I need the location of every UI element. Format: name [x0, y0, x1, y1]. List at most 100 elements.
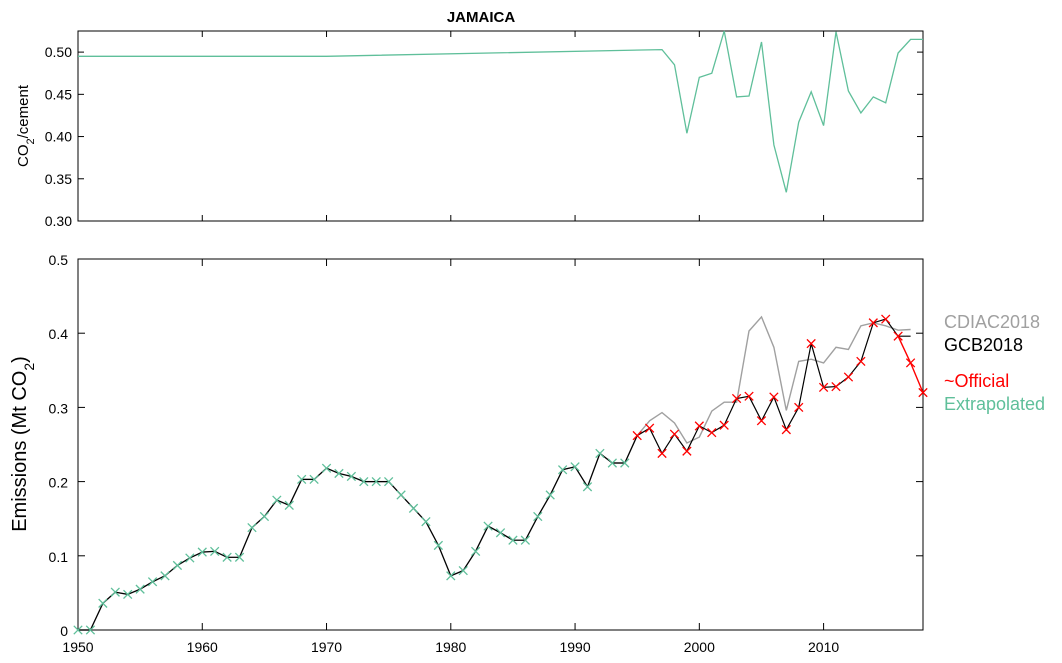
extrapolated-marker [297, 474, 307, 485]
official-marker [831, 381, 841, 392]
legend-entry: ~Official [944, 371, 1009, 391]
official-marker [856, 356, 866, 367]
series-official-line [897, 335, 924, 393]
extrapolated-marker [470, 546, 481, 557]
bottom-x-tick-label: 2000 [684, 639, 715, 655]
top-y-axis-label: CO2/cement [15, 84, 37, 167]
extrapolated-marker [247, 522, 257, 533]
extrapolated-marker [408, 503, 419, 513]
extrapolated-marker [545, 490, 555, 500]
extrapolated-marker [210, 546, 220, 557]
extrapolated-marker [371, 476, 381, 487]
extrapolated-marker [520, 535, 531, 545]
official-marker [818, 382, 829, 393]
official-marker [719, 420, 729, 430]
top-y-tick-label: 0.45 [45, 86, 72, 102]
extrapolated-marker [135, 584, 145, 594]
extrapolated-marker [433, 540, 444, 551]
official-marker [843, 372, 854, 382]
extrapolated-marker [483, 521, 493, 531]
bottom-y-tick-label: 0.1 [49, 549, 69, 565]
top-y-ticks: 0.30 0.35 0.40 0.45 0.50 [45, 44, 923, 229]
top-chart-panel: JAMAICA 0.30 0.35 0.40 0.45 0.50 CO2/cement [15, 9, 924, 229]
extrapolated-marker [185, 553, 195, 563]
extrapolated-marker [160, 571, 170, 581]
top-y-tick-label: 0.50 [45, 44, 72, 60]
bottom-y-tick-label: 0 [60, 623, 68, 639]
bottom-plot-frame [77, 258, 924, 631]
official-marker [806, 338, 816, 349]
extrapolated-marker [85, 625, 96, 635]
legend-entry: GCB2018 [944, 335, 1023, 355]
official-marker [669, 429, 680, 439]
bottom-y-tick-label: 0.2 [49, 475, 69, 491]
series-cdiac2018-line [78, 315, 911, 631]
bottom-x-ticks: 1950 1960 1970 1980 1990 2000 2010 [62, 259, 839, 655]
extrapolated-marker [346, 471, 357, 482]
extrapolated-marker [557, 465, 568, 475]
extrapolated-marker [73, 625, 83, 635]
extrapolated-marker [222, 552, 232, 562]
official-marker [694, 421, 704, 431]
extrapolated-marker [234, 552, 245, 562]
official-marker [731, 393, 742, 404]
extrapolated-marker [147, 577, 158, 587]
bottom-x-tick-label: 1960 [187, 639, 218, 655]
chart-title: JAMAICA [447, 9, 516, 26]
extrapolated-marker [110, 587, 120, 597]
bottom-x-tick-label: 2010 [808, 639, 839, 655]
extrapolated-marker [582, 482, 593, 492]
official-marker [644, 423, 655, 433]
official-marker [881, 314, 891, 324]
extrapolated-marker [533, 511, 543, 522]
official-marker [918, 387, 928, 398]
legend: CDIAC2018 GCB2018 ~Official Extrapolated [944, 312, 1045, 414]
bottom-y-tick-label: 0.3 [49, 400, 69, 416]
extrapolated-marker [607, 458, 617, 468]
extrapolated-marker [458, 565, 468, 576]
top-series [78, 30, 923, 193]
bottom-x-tick-label: 1950 [62, 639, 93, 655]
bottom-x-tick-label: 1980 [435, 639, 466, 655]
official-marker [632, 430, 642, 441]
official-marker [794, 402, 804, 413]
extrapolated-marker [384, 476, 394, 487]
extrapolated-marker [309, 474, 319, 485]
official-marker [682, 446, 692, 456]
extrapolated-marker [595, 448, 605, 459]
top-y-tick-label: 0.35 [45, 171, 72, 187]
extrapolated-marker [272, 495, 282, 505]
bottom-y-tick-label: 0.4 [49, 326, 69, 342]
extrapolated-marker [421, 517, 431, 527]
extrapolated-marker [321, 463, 332, 473]
bottom-markers [73, 314, 928, 635]
bottom-x-tick-label: 1970 [311, 639, 342, 655]
extrapolated-marker [495, 528, 506, 538]
bottom-series [78, 315, 924, 631]
top-x-ticks [77, 31, 825, 221]
extrapolated-marker [359, 476, 369, 487]
extrapolated-marker [508, 535, 518, 545]
official-marker [769, 392, 779, 402]
official-marker [707, 427, 717, 438]
extrapolated-marker [123, 589, 133, 600]
official-marker [756, 416, 767, 426]
extrapolated-marker [570, 462, 580, 472]
series-gcb2018-line [78, 318, 911, 631]
official-marker [657, 448, 667, 459]
extrapolated-marker [98, 598, 108, 608]
top-y-tick-label: 0.40 [45, 129, 72, 145]
bottom-chart-panel: 0 0.1 0.2 0.3 0.4 0.5 1950 1960 1970 1980 1990 200… [9, 252, 1045, 655]
extrapolated-marker [172, 560, 183, 571]
extrapolated-marker [620, 458, 630, 468]
bottom-x-tick-label: 1990 [559, 639, 590, 655]
extrapolated-marker [396, 490, 406, 500]
bottom-y-ticks: 0 0.1 0.2 0.3 0.4 0.5 [49, 252, 923, 639]
extrapolated-marker [284, 500, 294, 511]
official-marker [781, 425, 791, 435]
legend-entry: Extrapolated [944, 394, 1045, 414]
extrapolated-marker [197, 547, 207, 557]
official-marker [893, 331, 903, 341]
official-marker [905, 358, 916, 368]
